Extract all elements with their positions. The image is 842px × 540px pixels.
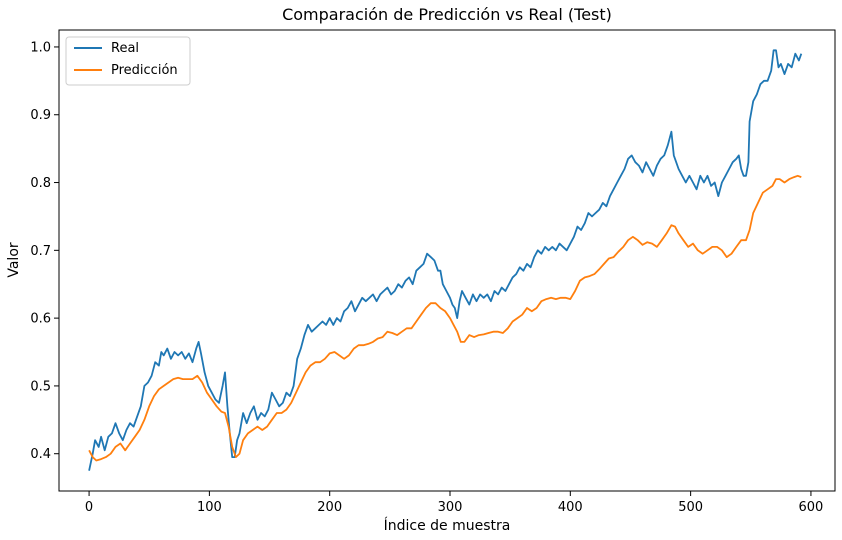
x-tick-label: 400 [558, 500, 583, 515]
y-tick-label: 0.9 [30, 108, 51, 123]
legend-label-real: Real [111, 41, 139, 56]
chart-title: Comparación de Predicción vs Real (Test) [282, 5, 612, 24]
legend: Real Predicción [66, 37, 190, 85]
x-axis-title: Índice de muestra [384, 517, 511, 534]
y-tick-label: 0.5 [30, 379, 51, 394]
y-tick-label: 0.8 [30, 176, 51, 191]
y-tick-label: 0.6 [30, 312, 51, 327]
x-tick-label: 100 [197, 500, 222, 515]
y-tick-label: 1.0 [30, 40, 51, 55]
x-tick-label: 300 [438, 500, 463, 515]
x-tick-label: 0 [85, 500, 93, 515]
y-tick-label: 0.4 [30, 447, 51, 462]
y-axis-title: Valor [6, 242, 22, 278]
x-tick-label: 500 [678, 500, 703, 515]
y-tick-label: 0.7 [30, 244, 51, 259]
x-tick-label: 600 [799, 500, 824, 515]
x-tick-label: 200 [317, 500, 342, 515]
legend-label-prediccion: Predicción [111, 63, 178, 78]
